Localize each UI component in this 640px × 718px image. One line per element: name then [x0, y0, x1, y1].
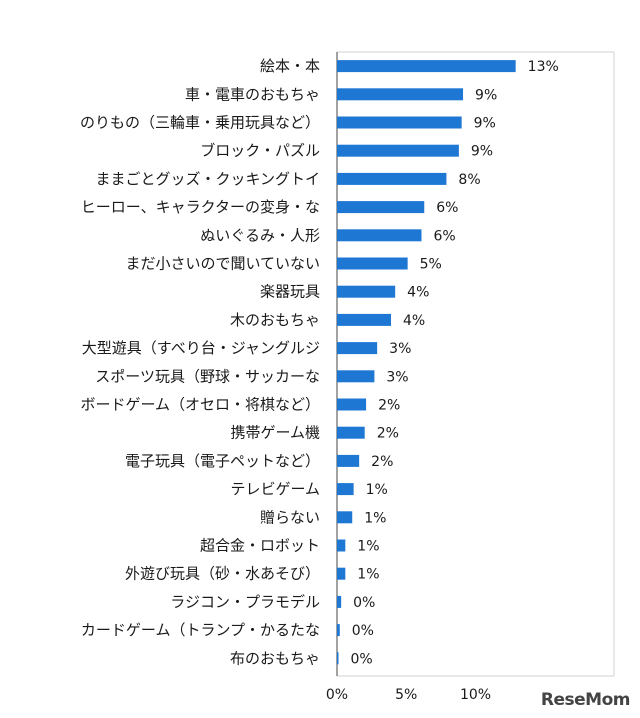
bar	[337, 426, 365, 439]
category-label: ヒーロー、キャラクターの変身・な	[81, 198, 320, 216]
bar	[337, 285, 396, 298]
category-label: 外遊び玩具（砂・水あそび）	[125, 565, 320, 583]
data-label: 1%	[357, 539, 379, 555]
category-label: 絵本・本	[260, 57, 320, 75]
bar	[337, 172, 447, 185]
data-label: 2%	[377, 426, 399, 442]
bar	[337, 201, 425, 214]
category-label: 楽器玩具	[260, 283, 320, 301]
category-label: 布のおもちゃ	[230, 649, 320, 667]
bars-layer	[337, 60, 516, 665]
category-label: ラジコン・プラモデル	[170, 593, 320, 611]
resemom-watermark-logo: ReseMom	[540, 690, 631, 710]
data-label: 8%	[458, 172, 480, 188]
data-label: 2%	[378, 398, 400, 414]
data-label: 13%	[528, 59, 559, 75]
bar	[337, 229, 422, 242]
category-label: 超合金・ロボット	[200, 537, 320, 555]
bar	[337, 624, 340, 637]
bar	[337, 313, 392, 326]
data-label: 1%	[364, 510, 386, 526]
category-label: ボードゲーム（オセロ・将棋など）	[80, 396, 320, 414]
data-label: 3%	[389, 341, 411, 357]
category-label: ままごとグッズ・クッキングトイ	[95, 170, 320, 188]
category-label: 贈らない	[260, 508, 320, 526]
bar	[337, 454, 360, 467]
data-label: 0%	[352, 623, 374, 639]
bar	[337, 652, 339, 665]
bar	[337, 511, 353, 524]
data-label: 9%	[471, 144, 493, 160]
bar	[337, 60, 516, 73]
category-label: 木のおもちゃ	[230, 311, 320, 329]
data-label: 6%	[436, 200, 458, 216]
x-tick-label: 0%	[326, 687, 348, 703]
category-label: カードゲーム（トランプ・かるたな	[81, 621, 320, 639]
category-label: ぬいぐるみ・人形	[200, 226, 320, 244]
x-tick-label: 5%	[395, 687, 417, 703]
data-label: 0%	[353, 595, 375, 611]
bar	[337, 595, 342, 608]
category-label: 電子玩具（電子ペットなど）	[125, 452, 320, 470]
category-label: 大型遊具（すべり台・ジャングルジ	[82, 339, 320, 357]
bar	[337, 539, 346, 552]
data-label: 0%	[351, 651, 373, 667]
bar	[337, 567, 346, 580]
category-label: スポーツ玩具（野球・サッカーな	[95, 367, 320, 385]
bar	[337, 88, 464, 101]
category-label: まだ小さいので聞いていない	[125, 255, 320, 273]
category-label: 車・電車のおもちゃ	[185, 85, 320, 103]
category-label: テレビゲーム	[230, 480, 320, 498]
x-tick-label: 10%	[460, 687, 491, 703]
data-label: 9%	[474, 116, 496, 132]
data-label: 1%	[366, 482, 388, 498]
bar	[337, 116, 462, 129]
data-label: 5%	[420, 257, 442, 273]
bar	[337, 144, 459, 157]
bar	[337, 342, 378, 355]
x-tick-labels-layer: 0% 5% 10%	[326, 687, 491, 703]
data-label: 2%	[371, 454, 393, 470]
data-labels-layer: 13%9%9%9%8%6%6%5%4%4%3%3%2%2%2%1%1%1%1%0…	[351, 59, 559, 667]
data-label: 9%	[475, 87, 497, 103]
category-label: のりもの（三輪車・乗用玩具など）	[80, 114, 320, 132]
bar	[337, 257, 408, 270]
category-label: 携帯ゲーム機	[230, 424, 320, 442]
data-label: 1%	[357, 567, 379, 583]
category-label: ブロック・パズル	[200, 142, 320, 160]
data-label: 6%	[433, 228, 455, 244]
data-label: 4%	[403, 313, 425, 329]
bar	[337, 398, 367, 411]
data-label: 4%	[407, 285, 429, 301]
bar	[337, 483, 354, 496]
data-label: 3%	[386, 369, 408, 385]
bar	[337, 370, 375, 383]
